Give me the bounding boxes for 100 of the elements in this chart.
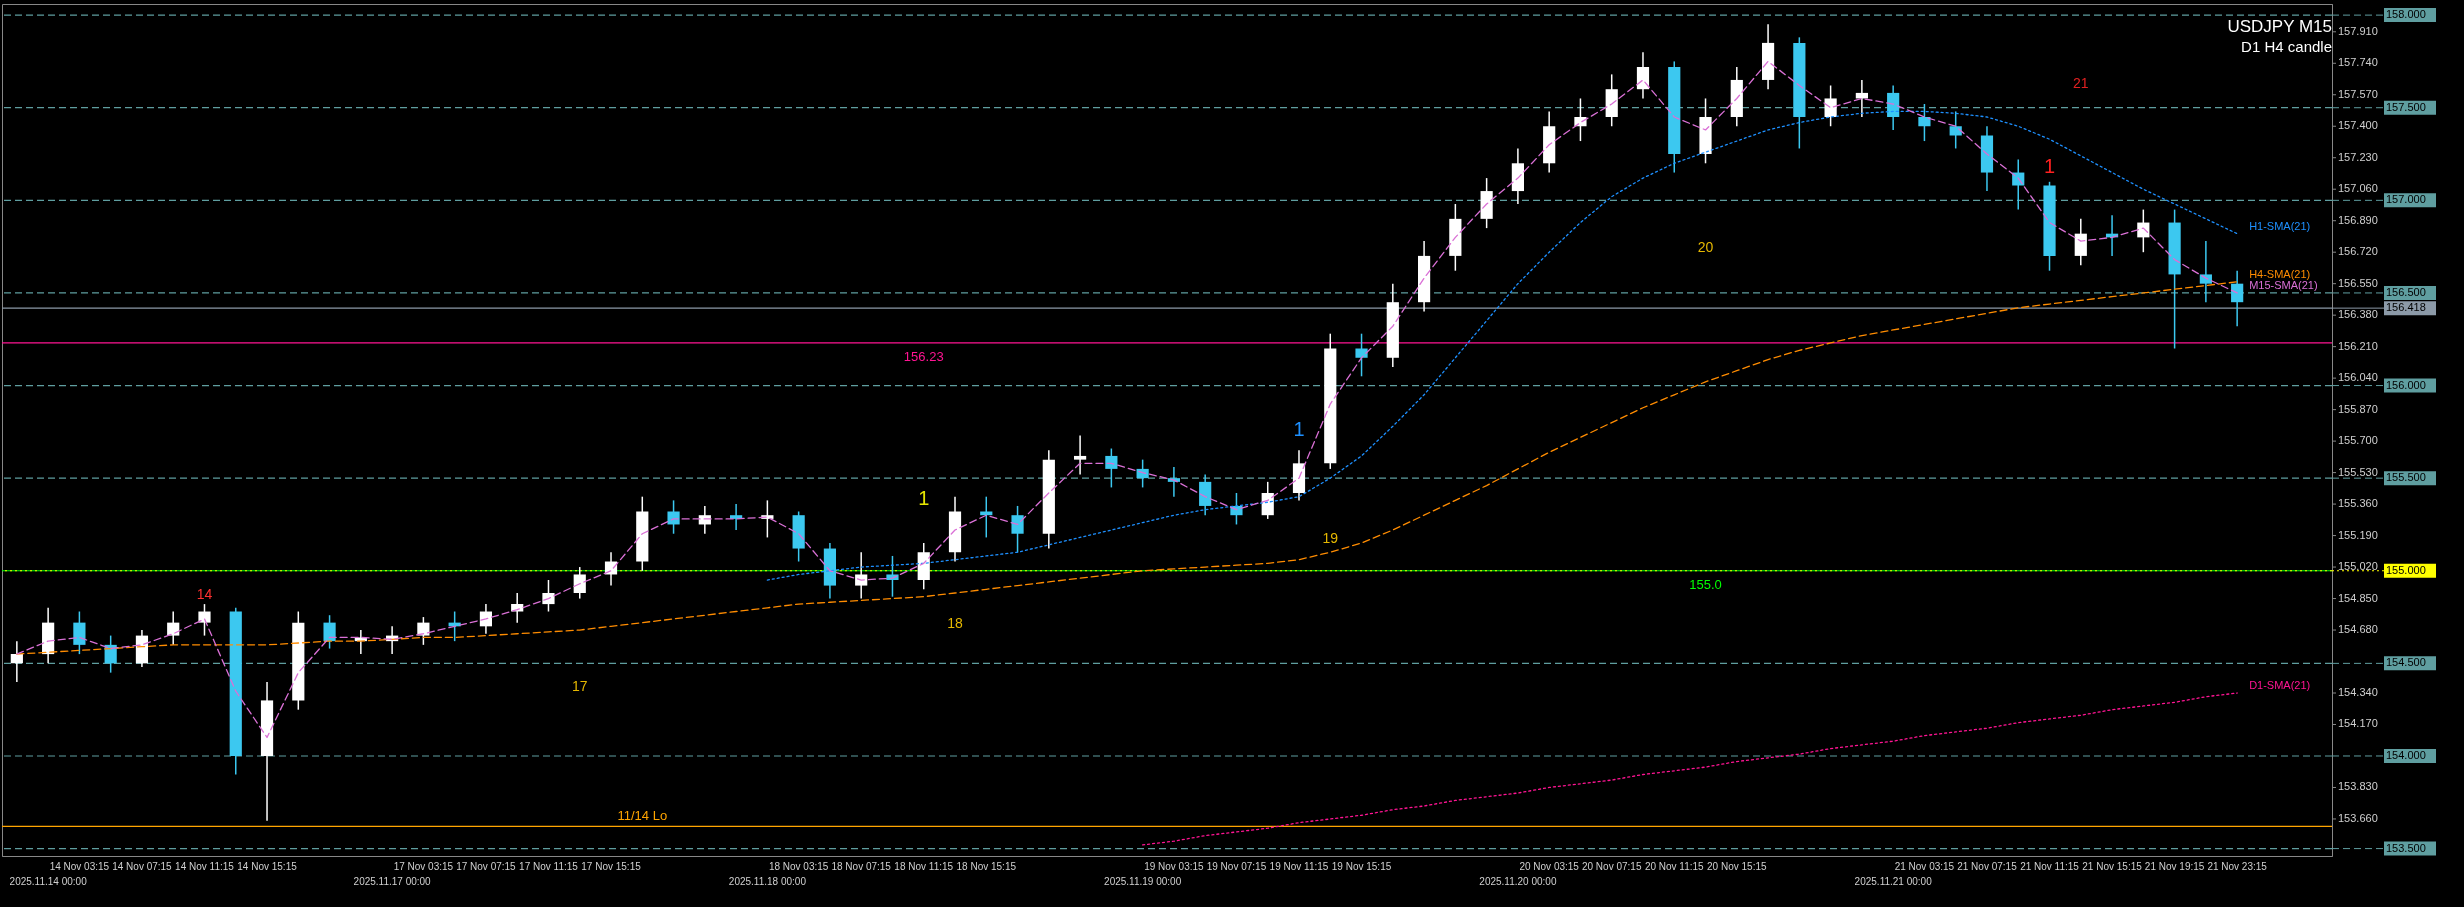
x-tick-label: 19 Nov 11:15 xyxy=(1269,860,1329,872)
x-tick-label: 14 Nov 03:15 xyxy=(49,860,110,872)
x-tick-label: 2025.11.21 00:00 xyxy=(1854,875,1933,887)
ref-line-label: 156.000 xyxy=(2386,378,2426,391)
ref-line-label: 156.418 xyxy=(2386,301,2426,314)
x-tick-label: 19 Nov 03:15 xyxy=(1144,860,1205,872)
x-tick-label: 20 Nov 03:15 xyxy=(1519,860,1580,872)
candlestick xyxy=(1824,84,1837,127)
x-tick-label: 2025.11.19 00:00 xyxy=(1104,875,1182,887)
annotation: 1 xyxy=(918,486,930,509)
y-tick-label: 155.870 xyxy=(2338,402,2378,415)
ref-line-label: 155.0 xyxy=(1689,576,1722,592)
y-tick-label: 155.190 xyxy=(2338,528,2378,541)
series-label: D1-SMA(21) xyxy=(2249,679,2311,692)
y-tick-label: 154.170 xyxy=(2338,717,2378,730)
candlestick xyxy=(1574,97,1587,142)
candlestick xyxy=(980,495,993,539)
ref-line-label: 154.500 xyxy=(2386,656,2426,669)
y-tick-label: 157.230 xyxy=(2338,150,2378,163)
y-tick-label: 157.400 xyxy=(2338,119,2378,132)
candlestick xyxy=(1073,434,1087,476)
x-tick-label: 19 Nov 07:15 xyxy=(1206,860,1267,872)
series-label: H1-SMA(21) xyxy=(2249,219,2311,232)
annotation: 21 xyxy=(2073,74,2089,91)
ref-line-label: 156.500 xyxy=(2386,285,2426,298)
x-tick-label: 21 Nov 19:15 xyxy=(2144,860,2205,872)
x-tick-label: 18 Nov 07:15 xyxy=(831,860,892,872)
y-tick-label: 156.210 xyxy=(2338,339,2378,352)
x-tick-label: 20 Nov 11:15 xyxy=(1644,860,1705,872)
x-tick-label: 17 Nov 11:15 xyxy=(519,860,579,872)
x-tick-label: 14 Nov 15:15 xyxy=(237,860,298,872)
annotation: 17 xyxy=(571,678,588,695)
y-tick-label: 155.360 xyxy=(2338,497,2378,510)
y-tick-label: 157.060 xyxy=(2338,182,2378,195)
ref-line-label: 154.000 xyxy=(2386,748,2426,761)
x-tick-label: 21 Nov 11:15 xyxy=(2020,860,2080,872)
annotation: 18 xyxy=(947,615,963,632)
x-tick-label: 21 Nov 07:15 xyxy=(1957,860,2018,872)
x-tick-label: 2025.11.14 00:00 xyxy=(9,875,88,887)
candlestick xyxy=(542,579,555,613)
ref-line-label: 156.23 xyxy=(903,348,944,364)
x-tick-label: 21 Nov 03:15 xyxy=(1894,860,1955,872)
y-tick-label: 156.040 xyxy=(2338,371,2378,384)
x-tick-label: 17 Nov 15:15 xyxy=(581,860,642,872)
y-tick-label: 154.680 xyxy=(2338,623,2378,636)
y-tick-label: 156.720 xyxy=(2338,245,2378,258)
ref-line-label: 158.000 xyxy=(2386,8,2426,21)
y-tick-label: 154.340 xyxy=(2338,686,2378,699)
x-tick-label: 19 Nov 15:15 xyxy=(1331,860,1392,872)
y-tick-label: 156.380 xyxy=(2338,308,2378,321)
candlestick xyxy=(511,592,524,624)
annotation: 20 xyxy=(1697,239,1714,256)
candlestick xyxy=(417,616,430,646)
x-tick-label: 2025.11.18 00:00 xyxy=(728,875,807,887)
x-tick-label: 2025.11.17 00:00 xyxy=(353,875,432,887)
x-tick-label: 21 Nov 23:15 xyxy=(2207,860,2268,872)
series-label: H4-SMA(21) xyxy=(2249,267,2311,280)
x-tick-label: 17 Nov 07:15 xyxy=(456,860,517,872)
candlestick xyxy=(886,555,899,598)
annotation: 1 xyxy=(1293,418,1305,440)
x-tick-label: 18 Nov 03:15 xyxy=(768,860,829,872)
y-tick-label: 157.570 xyxy=(2338,87,2378,100)
text: D1 H4 candle xyxy=(2241,38,2332,55)
candlestick xyxy=(2199,240,2212,303)
y-tick-label: 156.550 xyxy=(2338,276,2378,289)
line-series xyxy=(1141,692,2238,846)
y-tick-label: 153.660 xyxy=(2338,811,2378,824)
x-tick-label: 14 Nov 11:15 xyxy=(175,860,235,872)
x-tick-label: 21 Nov 15:15 xyxy=(2082,860,2143,872)
annotation: 19 xyxy=(1322,530,1339,547)
candlestick xyxy=(1355,332,1368,378)
ref-line-label: 155.000 xyxy=(2386,563,2426,576)
y-tick-label: 155.700 xyxy=(2338,434,2378,447)
ref-line-label: 153.500 xyxy=(2386,841,2426,854)
ref-line-label: 157.500 xyxy=(2386,100,2426,113)
candlestick xyxy=(2074,218,2087,266)
y-tick-label: 155.530 xyxy=(2338,465,2378,478)
text: USDJPY M15 xyxy=(2227,17,2332,36)
annotation: 14 xyxy=(196,585,213,602)
ref-line-label: 11/14 Lo xyxy=(617,808,668,824)
candlestick xyxy=(167,610,180,646)
x-tick-label: 20 Nov 15:15 xyxy=(1707,860,1767,872)
candlestick xyxy=(73,610,86,655)
x-tick-label: 2025.11.20 00:00 xyxy=(1479,875,1557,887)
y-tick-label: 157.740 xyxy=(2338,56,2378,69)
y-tick-label: 155.020 xyxy=(2338,560,2378,573)
candlestick xyxy=(1949,110,1962,150)
candlestick xyxy=(1636,51,1650,100)
candlestick xyxy=(2231,269,2244,328)
candlestick xyxy=(855,551,868,600)
candlestick xyxy=(1105,447,1118,489)
ref-line-label: 157.000 xyxy=(2386,193,2426,206)
ref-line-label: 155.500 xyxy=(2386,471,2426,484)
x-tick-label: 18 Nov 15:15 xyxy=(956,860,1017,872)
candlestick xyxy=(667,499,680,535)
y-tick-label: 157.910 xyxy=(2338,24,2378,37)
candlestick xyxy=(1011,505,1024,553)
x-tick-label: 20 Nov 07:15 xyxy=(1581,860,1642,872)
candlestick xyxy=(573,566,586,600)
candlestick xyxy=(1918,103,1931,142)
